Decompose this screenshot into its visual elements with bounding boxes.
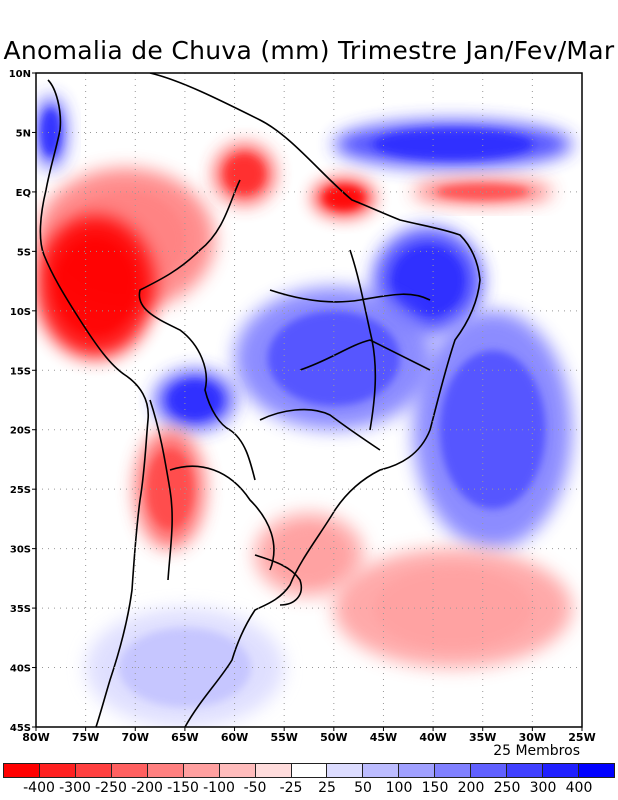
plot-frame — [35, 72, 583, 728]
anomaly-region-core — [267, 310, 400, 406]
y-tick-label: 30S — [10, 545, 31, 556]
gridlines — [36, 73, 582, 727]
x-tick-label: 80W — [22, 731, 49, 744]
colorbar-swatch — [255, 764, 292, 777]
x-tick-label: 55W — [270, 731, 297, 744]
border-states-4 — [349, 249, 377, 431]
anomaly-region-core — [168, 380, 222, 420]
colorbar-swatch — [327, 764, 364, 777]
y-tick-label: EQ — [16, 188, 31, 199]
y-tick-label: 45S — [10, 723, 31, 734]
y-tick-label: 10S — [10, 307, 31, 318]
y-tick-label: 25S — [10, 485, 31, 496]
border-uruguay — [254, 554, 302, 606]
anomaly-region-core — [391, 245, 465, 317]
colorbar-swatch — [4, 764, 40, 777]
anomaly-region-core — [272, 526, 346, 583]
x-tick-label: 60W — [221, 731, 248, 744]
coastline-atlantic — [149, 73, 481, 727]
colorbar-swatch — [579, 764, 614, 777]
anomaly-region-core — [373, 568, 533, 648]
colorbar-label: -100 — [203, 780, 235, 796]
border-brazil-west — [138, 179, 256, 481]
colorbar-swatch — [363, 764, 400, 777]
colorbar-swatch — [399, 764, 436, 777]
colorbar-swatch — [507, 764, 544, 777]
colorbar-label: -250 — [95, 780, 127, 796]
colorbar-label: -50 — [243, 780, 267, 796]
x-tick-label: 50W — [320, 731, 347, 744]
colorbar-swatch — [435, 764, 472, 777]
coastlines-and-borders — [39, 73, 481, 727]
colorbar-label: -200 — [131, 780, 163, 796]
colorbar-label: 100 — [385, 780, 413, 796]
colorbar-label: 200 — [457, 780, 485, 796]
anomaly-region-core — [40, 108, 61, 157]
y-tick-label: 15S — [10, 366, 31, 377]
y-tick-label: 5N — [16, 128, 31, 139]
x-tick-label: 65W — [171, 731, 198, 744]
x-axis: 80W 75W 70W 65W 60W 55W 50W 45W 40W 35W 30W 25W — [22, 727, 596, 744]
colorbar-label: -25 — [279, 780, 303, 796]
colorbar-label: 150 — [421, 780, 449, 796]
colorbar-swatch — [183, 764, 220, 777]
anomaly-region-core — [323, 185, 364, 210]
anomaly-region-core — [224, 154, 265, 194]
colorbar-swatch — [111, 764, 148, 777]
colorbar-label: 25 — [318, 780, 336, 796]
anomaly-region-core — [436, 183, 530, 200]
colorbar-label: -300 — [59, 780, 91, 796]
y-tick-label: 5S — [17, 247, 31, 258]
anomaly-region-core — [373, 128, 533, 161]
border-states-3 — [259, 408, 381, 451]
colorbar-label: -400 — [23, 780, 55, 796]
border-states-1 — [269, 289, 431, 303]
x-tick-label: 35W — [469, 731, 496, 744]
colorbar-label: 300 — [529, 780, 557, 796]
colorbar-label: 400 — [565, 780, 593, 796]
x-tick-label: 40W — [419, 731, 446, 744]
colorbar-swatch — [75, 764, 112, 777]
y-tick-label: 40S — [10, 664, 31, 675]
y-axis: 10N 5N EQ 5S 10S 15S 20S 25S 30S 35S 40S 45S — [9, 69, 36, 734]
colorbar-labels: -400 -300 -250 -200 -150 -100 -50 -25 25 50 100 150… — [0, 780, 618, 798]
y-tick-label: 20S — [10, 426, 31, 437]
x-tick-label: 25W — [568, 731, 595, 744]
colorbar-label: 250 — [493, 780, 521, 796]
colorbar-swatch — [291, 764, 328, 777]
colorbar-label: 50 — [354, 780, 372, 796]
y-tick-label: 10N — [9, 69, 31, 80]
colorbar-swatch — [147, 764, 184, 777]
x-tick-label: 30W — [519, 731, 546, 744]
chart-title: Anomalia de Chuva (mm) Trimestre Jan/Fev… — [3, 36, 615, 65]
border-states-2 — [299, 339, 431, 371]
colorbar-label: -150 — [167, 780, 199, 796]
colorbar-swatch — [39, 764, 76, 777]
border-andes — [149, 399, 173, 581]
colorbar — [3, 763, 615, 778]
colorbar-swatch — [219, 764, 256, 777]
border-argentina — [169, 465, 275, 571]
colorbar-swatch — [471, 764, 508, 777]
coastline-pacific — [39, 79, 150, 727]
x-tick-label: 75W — [72, 731, 99, 744]
colorbar-swatch — [543, 764, 579, 777]
anomaly-region-core — [55, 239, 136, 335]
y-tick-label: 35S — [10, 604, 31, 615]
x-tick-label: 45W — [370, 731, 397, 744]
x-tick-label: 70W — [122, 731, 149, 744]
ensemble-members-label: 25 Membros — [493, 743, 580, 759]
